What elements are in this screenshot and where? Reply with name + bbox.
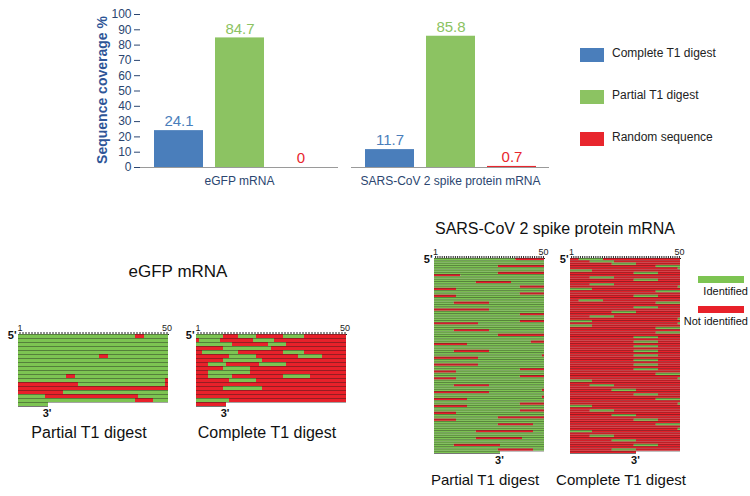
html-text:Random sequence: Random sequence: [612, 130, 713, 144]
html-text:Sequence coverage %: Sequence coverage %: [94, 16, 110, 164]
svg-text:5': 5': [186, 329, 195, 341]
svg-text:0.7: 0.7: [502, 148, 523, 165]
svg-text:1: 1: [433, 247, 438, 257]
svg-text:50: 50: [162, 323, 172, 333]
svg-text:84.7: 84.7: [225, 20, 254, 37]
html-text:Identified: Identified: [703, 285, 748, 297]
html-text:eGFP mRNA: eGFP mRNA: [128, 262, 228, 281]
svg-text:10: 10: [118, 145, 132, 159]
svg-text:5': 5': [424, 253, 433, 265]
svg-text:50: 50: [538, 247, 548, 257]
html-text:Complete T1 digest: Complete T1 digest: [612, 46, 716, 60]
svg-text:85.8: 85.8: [436, 18, 465, 35]
svg-text:50: 50: [118, 84, 132, 98]
svg-text:80: 80: [118, 38, 132, 52]
html-text:Partial T1 digest: Partial T1 digest: [430, 471, 540, 488]
svg-text:11.7: 11.7: [376, 131, 404, 148]
svg-text:70: 70: [118, 53, 132, 67]
svg-text:0: 0: [125, 160, 132, 174]
html-text:Partial T1 digest: Partial T1 digest: [612, 88, 699, 102]
html-text:Complete T1 digest: Complete T1 digest: [556, 471, 686, 488]
svg-text:50: 50: [340, 323, 350, 333]
html-text:Complete T1 digest: Complete T1 digest: [197, 424, 337, 441]
svg-text:40: 40: [118, 99, 132, 113]
svg-text:0: 0: [297, 149, 305, 166]
svg-text:3': 3': [43, 407, 52, 419]
svg-text:SARS-CoV 2 spike protein mRNA: SARS-CoV 2 spike protein mRNA: [360, 174, 540, 188]
svg-text:50: 50: [674, 247, 684, 257]
html-text:SARS-CoV 2 spike protein mRNA: SARS-CoV 2 spike protein mRNA: [435, 220, 675, 237]
svg-text:60: 60: [118, 69, 132, 83]
svg-text:90: 90: [118, 23, 132, 37]
svg-text:20: 20: [118, 130, 132, 144]
svg-text:3': 3': [631, 454, 640, 466]
svg-text:3': 3': [495, 454, 504, 466]
html-text:Not identified: Not identified: [683, 315, 748, 327]
svg-text:eGFP mRNA: eGFP mRNA: [205, 174, 275, 188]
svg-text:5': 5': [560, 253, 569, 265]
svg-text:1: 1: [195, 323, 200, 333]
svg-text:3': 3': [221, 407, 230, 419]
svg-text:30: 30: [118, 114, 132, 128]
svg-text:24.1: 24.1: [164, 112, 193, 129]
svg-text:100: 100: [111, 7, 131, 21]
svg-text:5': 5': [8, 329, 17, 341]
svg-text:1: 1: [569, 247, 574, 257]
svg-text:1: 1: [17, 323, 22, 333]
html-text:Partial T1 digest: Partial T1 digest: [31, 424, 147, 441]
